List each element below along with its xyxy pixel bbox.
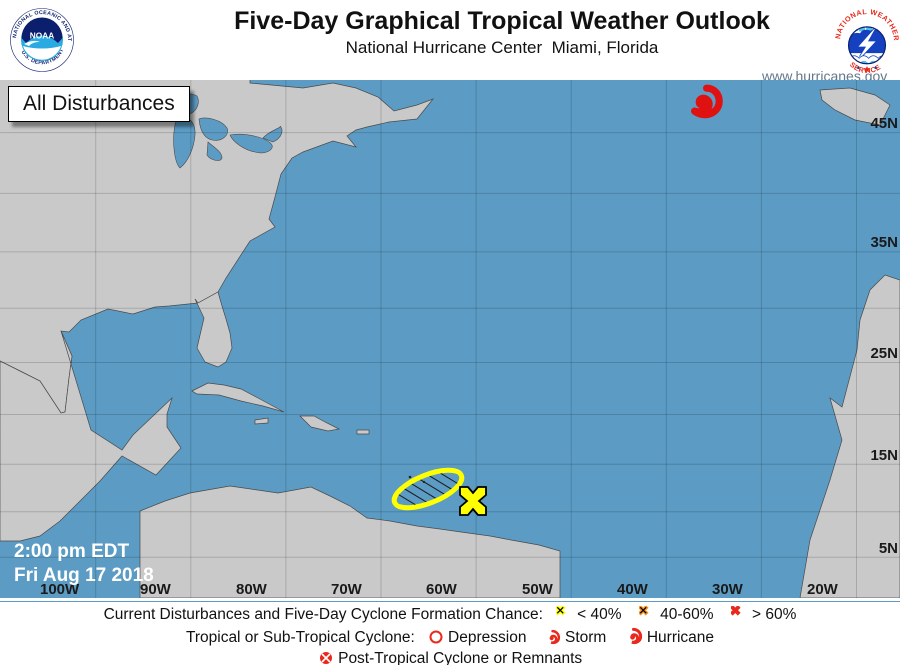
svg-text:50W: 50W xyxy=(522,581,554,598)
svg-text:80W: 80W xyxy=(236,581,268,598)
svg-text:20W: 20W xyxy=(807,581,839,598)
svg-text:30W: 30W xyxy=(712,581,744,598)
svg-text:35N: 35N xyxy=(870,234,898,251)
svg-text:5N: 5N xyxy=(879,540,898,557)
svg-text:60W: 60W xyxy=(426,581,458,598)
svg-text:15N: 15N xyxy=(870,447,898,464)
svg-text:NOAA: NOAA xyxy=(30,31,54,41)
svg-text:45N: 45N xyxy=(870,115,898,132)
svg-text:40W: 40W xyxy=(617,581,649,598)
svg-text:25N: 25N xyxy=(870,345,898,362)
svg-text:70W: 70W xyxy=(331,581,363,598)
